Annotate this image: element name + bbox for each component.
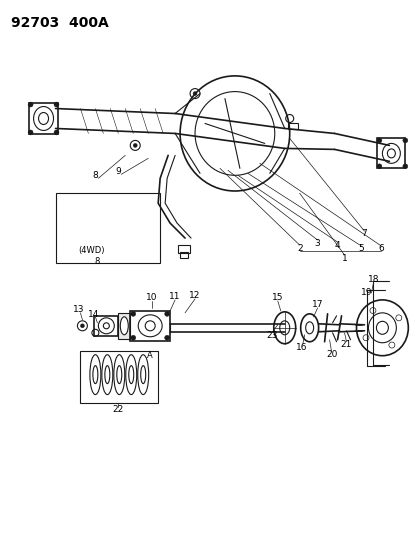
Bar (377, 139, 404, 168)
Circle shape (402, 138, 407, 143)
Circle shape (164, 335, 169, 340)
Text: 8: 8 (95, 256, 100, 265)
Bar (28, 102, 58, 134)
Circle shape (80, 324, 84, 328)
Bar (180, 252, 188, 258)
Ellipse shape (120, 317, 128, 335)
Text: 8: 8 (92, 171, 98, 180)
Circle shape (133, 143, 137, 148)
Text: 15: 15 (271, 293, 283, 302)
Circle shape (131, 311, 135, 316)
Circle shape (376, 138, 381, 143)
Text: A: A (147, 351, 153, 360)
Text: 2: 2 (296, 244, 302, 253)
Text: 17: 17 (311, 301, 323, 309)
Circle shape (54, 130, 59, 135)
Text: 3: 3 (314, 239, 320, 248)
Text: 11: 11 (169, 293, 180, 301)
Text: 13: 13 (73, 305, 84, 314)
Text: 6: 6 (377, 244, 383, 253)
Text: 20: 20 (325, 350, 337, 359)
Text: 4: 4 (334, 240, 339, 249)
Circle shape (131, 335, 135, 340)
Text: (4WD): (4WD) (78, 246, 104, 255)
Text: 7: 7 (361, 229, 366, 238)
Circle shape (402, 164, 407, 169)
Bar (178, 245, 190, 253)
Circle shape (54, 102, 59, 107)
Circle shape (192, 92, 197, 95)
Text: 92703  400A: 92703 400A (11, 16, 108, 30)
Circle shape (164, 311, 169, 316)
Text: 14: 14 (88, 310, 99, 319)
Text: 1: 1 (341, 254, 347, 263)
Bar (55, 193, 160, 263)
Text: 22: 22 (112, 405, 123, 414)
Text: 19: 19 (360, 288, 371, 297)
Text: 23: 23 (266, 332, 277, 340)
Bar (287, 124, 297, 130)
Text: 5: 5 (358, 244, 363, 253)
Text: 16: 16 (295, 343, 307, 352)
Bar (80, 351, 158, 402)
Text: 9: 9 (115, 167, 121, 176)
Bar (94, 316, 118, 336)
Bar (118, 313, 130, 339)
Text: 12: 12 (189, 292, 200, 301)
Text: 10: 10 (146, 293, 157, 302)
Text: 21: 21 (340, 340, 351, 349)
Circle shape (376, 164, 381, 169)
Bar (130, 311, 170, 341)
Text: 18: 18 (367, 276, 378, 285)
Circle shape (28, 130, 33, 135)
Circle shape (28, 102, 33, 107)
